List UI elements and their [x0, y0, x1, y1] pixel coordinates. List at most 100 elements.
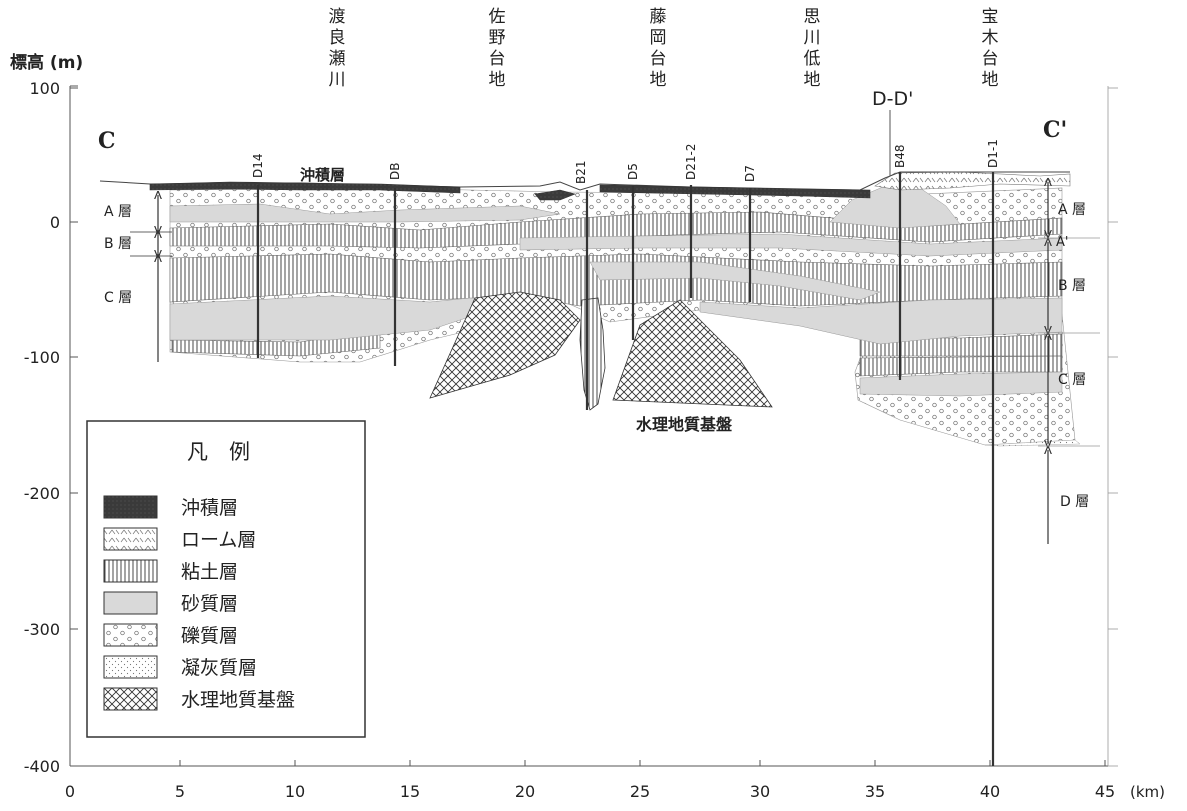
unit-label-right-a-prime: A'	[1056, 235, 1068, 250]
y-tick-label: -300	[24, 620, 60, 639]
legend-item-loam: ローム層	[103, 527, 256, 551]
x-tick-label: 45	[1095, 782, 1115, 801]
legend-item-gravel: 礫質層	[103, 623, 238, 647]
x-tick-label: 15	[400, 782, 420, 801]
unit-label-right-b: B 層	[1058, 278, 1086, 294]
unit-label-left-c: C 層	[104, 290, 132, 306]
y-tick-label: 0	[50, 213, 60, 232]
unit-label-right-a: A 層	[1058, 202, 1086, 218]
sand-layer-upper	[169, 203, 561, 223]
legend-swatch-loam	[103, 527, 158, 551]
basement-east-wedge	[612, 299, 773, 408]
x-tick-label: 0	[65, 782, 75, 801]
place-label-hoki: 宝木台地	[982, 7, 999, 90]
loam-cap	[874, 171, 1071, 191]
legend-swatch-clay	[103, 559, 158, 583]
x-tick-label: 30	[750, 782, 770, 801]
legend-label: 礫質層	[181, 625, 238, 647]
borehole-d1-1: D1-1	[986, 139, 1000, 766]
y-tick-label: 100	[29, 79, 60, 98]
borehole-d5: D5	[626, 163, 640, 340]
legend-item-tuff: 凝灰質層	[103, 655, 257, 679]
borehole-b48: B48	[893, 144, 907, 380]
unit-label-left-a: A 層	[104, 204, 132, 220]
place-label-watarase: 渡良瀬川	[329, 7, 346, 90]
legend-swatch-basement	[103, 687, 158, 711]
place-label-text: 宝木台地	[982, 7, 999, 90]
borehole-d14: D14	[251, 153, 265, 358]
legend-swatch-alluvium	[103, 495, 158, 519]
borehole-label: D5	[626, 163, 640, 180]
y-axis-title: 標高 (m)	[10, 52, 83, 73]
borehole-label: B21	[574, 160, 588, 184]
borehole-b21: B21	[574, 160, 589, 410]
place-label-text: 佐野台地	[489, 7, 506, 90]
legend-label: 沖積層	[181, 497, 238, 519]
x-tick-label: 40	[980, 782, 1000, 801]
unit-brackets-right: A 層 A' B 層 C 層 D 層	[1038, 182, 1100, 544]
x-tick-label: 25	[630, 782, 650, 801]
place-label-text: 渡良瀬川	[329, 7, 346, 90]
x-tick-label: 35	[865, 782, 885, 801]
legend-label: ローム層	[181, 529, 256, 551]
sand-layer-middle	[519, 233, 1063, 257]
x-tick-label: 5	[175, 782, 185, 801]
legend-title: 凡 例	[187, 440, 250, 464]
crossing-section-label: D-D'	[872, 88, 913, 110]
legend-item-clay: 粘土層	[103, 559, 238, 583]
x-axis-unit: (km)	[1130, 783, 1165, 801]
borehole-group: D14 DB B21 D5 D21-2 D7 B48 D1-1	[251, 139, 1000, 766]
place-name-labels: 渡良瀬川 佐野台地 藤岡台地 思川低地 宝木台地	[329, 7, 999, 90]
unit-label-right-c: C 層	[1058, 372, 1086, 388]
chart-axes: 標高 (m) (km)	[10, 52, 1165, 801]
clay-layer-east-bottom	[859, 355, 1063, 377]
unit-brackets-left: A 層 B 層 C 層	[104, 195, 172, 362]
borehole-label: D1-1	[986, 139, 1000, 168]
basement-annotation: 水理地質基盤	[636, 415, 733, 434]
unit-label-left-b: B 層	[104, 236, 132, 252]
place-label-text: 思川低地	[804, 7, 821, 90]
legend-label: 凝灰質層	[181, 657, 257, 679]
sand-lens-east-deep	[859, 371, 1063, 397]
basement-west-wedge	[429, 291, 581, 399]
y-tick-label: -100	[24, 348, 60, 367]
legend-item-basement: 水理地質基盤	[103, 687, 295, 711]
borehole-d21-2: D21-2	[684, 144, 698, 298]
y-tick-labels: 100 0 -100 -200 -300 -400	[24, 79, 1118, 776]
y-tick-label: -200	[24, 484, 60, 503]
legend-swatch-sand	[103, 591, 158, 615]
borehole-label: D14	[251, 153, 265, 178]
legend-label: 水理地質基盤	[181, 689, 295, 711]
section-start-label: C	[98, 128, 116, 154]
borehole-label: B48	[893, 144, 907, 168]
legend-label: 粘土層	[181, 561, 238, 583]
borehole-label: D7	[743, 165, 757, 182]
clay-layer-west-bottom	[171, 329, 381, 357]
unit-label-right-d: D 層	[1060, 494, 1089, 510]
sand-layer-lower-east	[699, 297, 1063, 345]
borehole-db: DB	[388, 163, 402, 366]
x-tick-labels: 0 5 10 15 20 25 30 35 40 45	[65, 760, 1115, 801]
place-label-omoigawa: 思川低地	[804, 7, 821, 90]
place-label-sano: 佐野台地	[489, 7, 506, 90]
place-label-fujioka: 藤岡台地	[650, 7, 667, 90]
alluvium-annotation: 沖積層	[300, 166, 345, 184]
borehole-d7: D7	[743, 165, 757, 302]
x-tick-label: 10	[285, 782, 305, 801]
section-end-label: C'	[1043, 117, 1067, 143]
legend-swatch-gravel	[103, 623, 158, 647]
x-tick-label: 20	[515, 782, 535, 801]
legend-label: 砂質層	[181, 593, 238, 615]
legend-swatch-tuff	[103, 655, 158, 679]
geologic-body	[99, 171, 1081, 447]
alluvium-cover-small	[534, 189, 576, 201]
y-tick-label: -400	[24, 757, 60, 776]
legend-item-sand: 砂質層	[103, 591, 238, 615]
borehole-label: D21-2	[684, 144, 698, 180]
borehole-label: DB	[388, 163, 402, 180]
legend-item-alluvium: 沖積層	[103, 495, 238, 519]
